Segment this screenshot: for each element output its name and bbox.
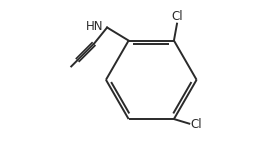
Text: HN: HN [86,20,103,33]
Text: Cl: Cl [171,10,183,23]
Text: Cl: Cl [190,118,202,131]
